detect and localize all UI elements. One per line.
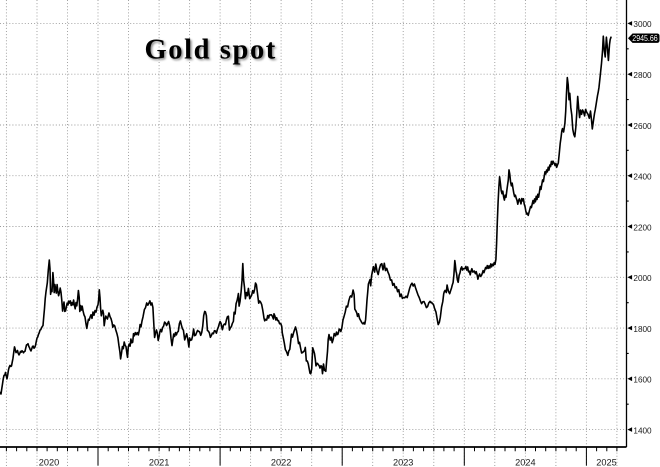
svg-text:2945.66: 2945.66 <box>632 34 658 43</box>
svg-text:1400: 1400 <box>633 426 652 435</box>
svg-text:2025: 2025 <box>596 457 616 467</box>
svg-text:1600: 1600 <box>633 376 652 385</box>
svg-text:2600: 2600 <box>633 122 652 131</box>
svg-text:2400: 2400 <box>633 173 652 182</box>
svg-text:2022: 2022 <box>271 457 291 467</box>
svg-text:2200: 2200 <box>633 223 652 232</box>
svg-text:3000: 3000 <box>633 20 652 29</box>
svg-text:1800: 1800 <box>633 325 652 334</box>
svg-text:Gold spot: Gold spot <box>145 34 277 65</box>
svg-text:2800: 2800 <box>633 71 652 80</box>
svg-text:2024: 2024 <box>515 457 535 467</box>
svg-text:2023: 2023 <box>393 457 413 467</box>
svg-text:2020: 2020 <box>39 457 59 467</box>
svg-text:2000: 2000 <box>633 274 652 283</box>
svg-text:2021: 2021 <box>149 457 169 467</box>
